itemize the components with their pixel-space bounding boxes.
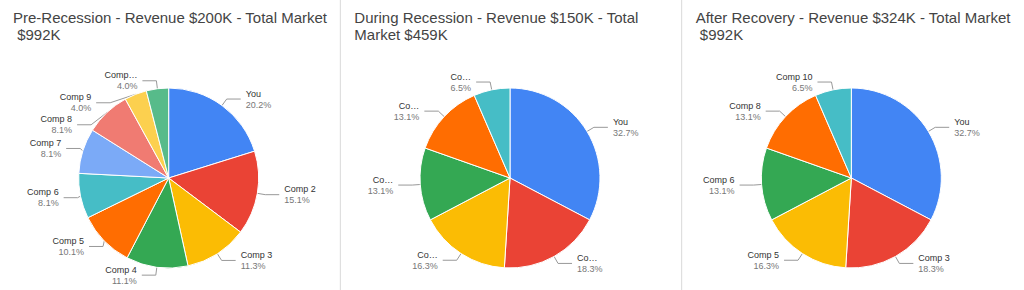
svg-text:4.0%: 4.0% [71,103,92,113]
svg-text:10.1%: 10.1% [58,247,84,257]
svg-text:$992K: $992K [696,26,744,43]
svg-text:Comp 5: Comp 5 [53,236,85,246]
svg-text:Comp 2: Comp 2 [284,184,316,194]
svg-text:32.7%: 32.7% [613,128,639,138]
svg-text:8.1%: 8.1% [41,149,62,159]
svg-text:Co…: Co… [451,72,472,82]
svg-text:16.3%: 16.3% [754,261,780,271]
svg-text:Comp 6: Comp 6 [703,175,735,185]
svg-text:13.1%: 13.1% [368,186,394,196]
svg-text:18.3%: 18.3% [918,264,944,274]
svg-text:You: You [613,117,628,127]
svg-text:You: You [246,89,261,99]
svg-text:Comp 3: Comp 3 [241,250,273,260]
svg-text:Comp 3: Comp 3 [918,253,950,263]
svg-text:11.3%: 11.3% [241,261,266,271]
svg-text:Comp 7: Comp 7 [30,138,62,148]
svg-text:Pre-Recession - Revenue $200K: Pre-Recession - Revenue $200K - Total Ma… [13,9,328,26]
svg-text:13.1%: 13.1% [394,112,420,122]
svg-text:Comp 9: Comp 9 [60,92,92,102]
svg-text:4.0%: 4.0% [117,81,138,91]
svg-text:18.3%: 18.3% [577,264,603,274]
svg-text:8.1%: 8.1% [52,125,73,135]
svg-text:8.1%: 8.1% [38,198,59,208]
svg-text:You: You [954,117,969,127]
svg-text:11.1%: 11.1% [112,276,137,286]
svg-text:20.2%: 20.2% [246,100,272,110]
svg-text:After Recovery - Revenue $324K: After Recovery - Revenue $324K - Total M… [696,9,1012,26]
svg-text:Co…: Co… [417,250,438,260]
svg-text:6.5%: 6.5% [451,83,472,93]
svg-text:Co…: Co… [373,175,394,185]
svg-text:Comp 10: Comp 10 [776,72,813,82]
svg-text:13.1%: 13.1% [709,186,735,196]
svg-text:Market $459K: Market $459K [354,26,447,43]
svg-text:Co…: Co… [577,253,598,263]
svg-text:Comp 4: Comp 4 [105,265,137,275]
svg-text:Comp…: Comp… [104,70,137,80]
svg-text:During Recession - Revenue $15: During Recession - Revenue $150K - Total [354,9,642,26]
svg-text:Comp 5: Comp 5 [748,250,780,260]
svg-text:13.1%: 13.1% [735,112,761,122]
svg-text:Comp 8: Comp 8 [41,114,73,124]
svg-text:32.7%: 32.7% [954,128,980,138]
svg-text:Co…: Co… [399,101,420,111]
svg-text:16.3%: 16.3% [412,261,438,271]
svg-text:15.1%: 15.1% [284,195,310,205]
svg-text:Comp 6: Comp 6 [27,187,59,197]
svg-text:Comp 8: Comp 8 [729,101,761,111]
svg-text:6.5%: 6.5% [792,83,813,93]
svg-text:$992K: $992K [13,26,61,43]
